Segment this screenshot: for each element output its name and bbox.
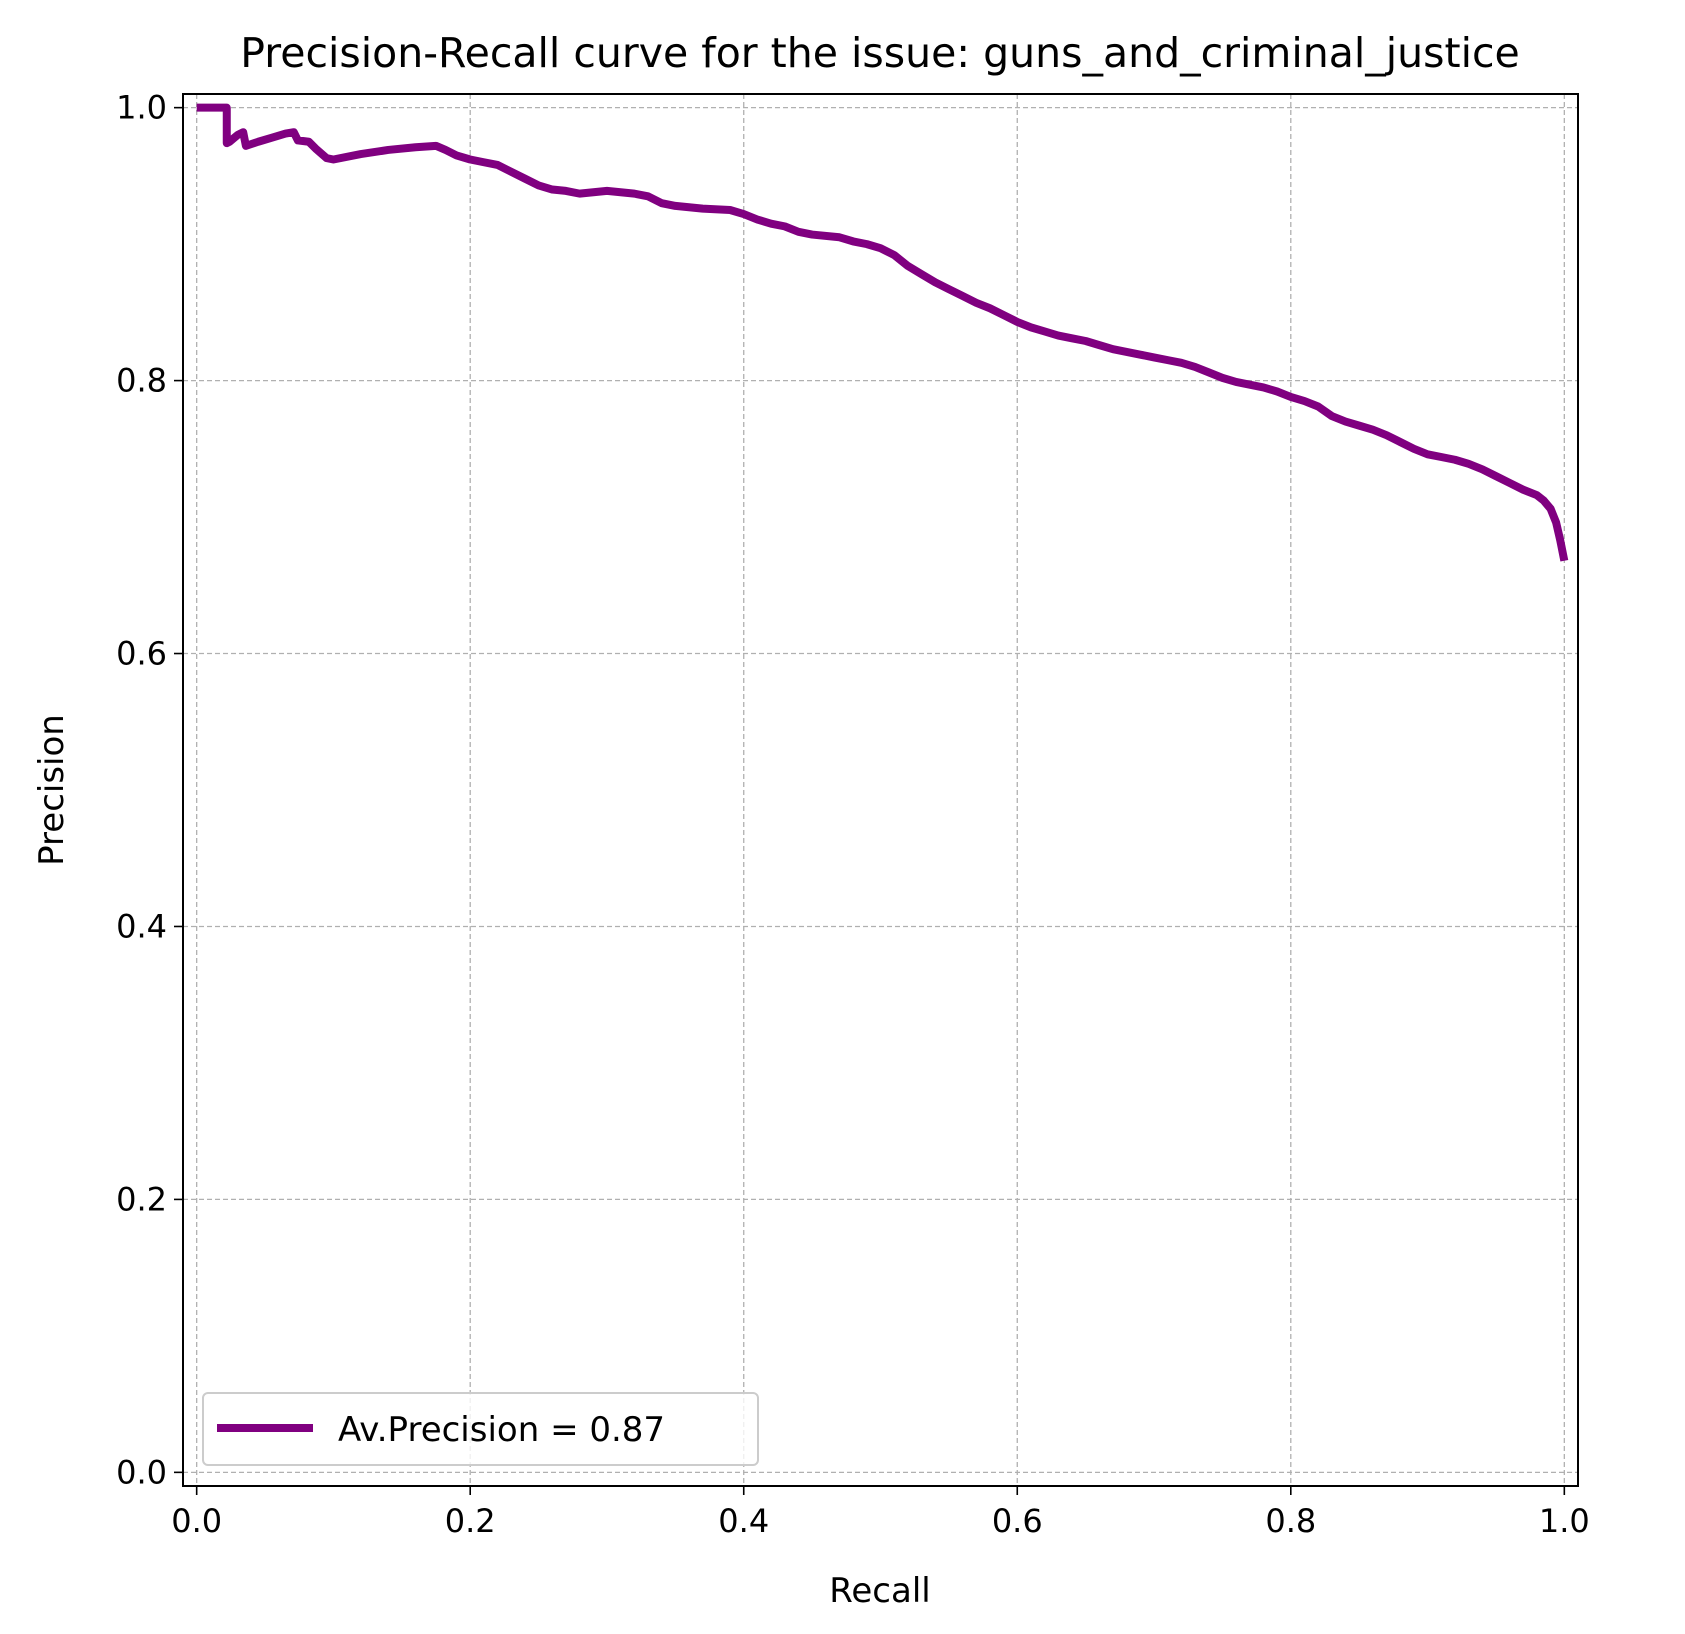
axes-frame (182, 93, 1579, 1487)
legend-box (202, 1392, 759, 1466)
y-tick-label: 0.0 (116, 1453, 167, 1491)
x-tick-label: 1.0 (1539, 1502, 1590, 1540)
y-tick-label: 0.8 (116, 362, 167, 400)
y-tick-label: 0.2 (116, 1180, 167, 1218)
x-tick-label: 0.0 (171, 1502, 222, 1540)
x-tick-label: 0.4 (718, 1502, 769, 1540)
x-tick-label: 0.8 (1265, 1502, 1316, 1540)
chart-title: Precision-Recall curve for the issue: gu… (240, 29, 1519, 77)
pr-curve-line (196, 103, 1569, 562)
y-axis: 0.0 0.2 0.4 0.6 0.8 1.0 (116, 89, 183, 1491)
x-axis: 0.0 0.2 0.4 0.6 0.8 1.0 (171, 1486, 1590, 1540)
y-tick-label: 0.6 (116, 635, 167, 673)
plot-area (196, 103, 1569, 562)
x-tick-label: 0.6 (992, 1502, 1043, 1540)
y-axis-label: Precision (32, 714, 72, 866)
x-axis-label: Recall (829, 1571, 930, 1611)
grid (183, 94, 1578, 1486)
y-tick-label: 1.0 (116, 89, 167, 127)
x-tick-label: 0.2 (445, 1502, 496, 1540)
legend: Av.Precision = 0.87 (202, 1392, 759, 1466)
legend-label: Av.Precision = 0.87 (338, 1410, 665, 1450)
y-tick-label: 0.4 (116, 907, 167, 945)
